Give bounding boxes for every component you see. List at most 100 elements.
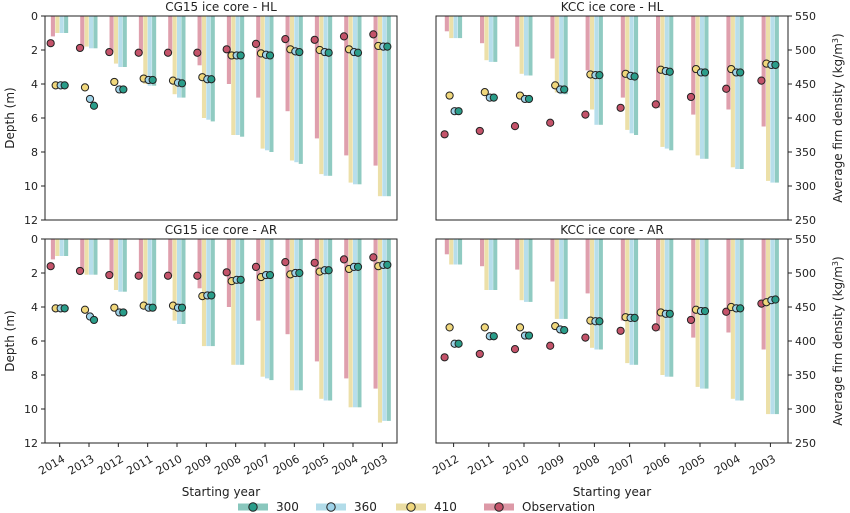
bar-observation-2005 — [314, 16, 319, 139]
year-tick-label: 2006 — [271, 452, 302, 477]
bar-300-2004 — [739, 16, 744, 169]
bar-observation-2009 — [550, 16, 555, 59]
bar-300-2010 — [181, 16, 186, 98]
marker-300-2005 — [700, 306, 710, 316]
year-tick-label: 2011 — [466, 452, 497, 477]
bar-410-2008 — [231, 239, 236, 365]
bar-410-2009 — [554, 239, 559, 319]
marker-observation-2006 — [651, 100, 660, 109]
depth-tick-label: 6 — [31, 112, 38, 125]
bar-300-2010 — [181, 239, 186, 324]
bar-360-2007 — [629, 239, 634, 365]
depth-tick-label: 12 — [24, 214, 38, 227]
bar-360-2012 — [453, 239, 458, 265]
bar-360-2011 — [147, 16, 152, 86]
marker-observation-2007 — [616, 326, 625, 335]
density-tick-label: 450 — [795, 301, 816, 314]
x-axis-label-right: Starting year — [573, 485, 652, 499]
marker-observation-2007 — [251, 262, 261, 271]
legend-label: 360 — [354, 500, 377, 513]
marker-300-2010 — [524, 331, 534, 340]
depth-tick-label: 12 — [24, 437, 38, 450]
marker-300-2011 — [148, 75, 157, 85]
bar-410-2006 — [660, 239, 665, 375]
bar-360-2008 — [235, 16, 240, 135]
density-tick-label: 250 — [795, 214, 816, 227]
legend-item-410: 410 — [396, 500, 457, 513]
bar-410-2003 — [766, 239, 771, 415]
bar-360-2006 — [294, 239, 299, 391]
bar-300-2003 — [386, 16, 391, 197]
bar-360-2005 — [323, 239, 328, 401]
marker-410-2012 — [445, 91, 454, 100]
bar-observation-2012 — [109, 239, 114, 275]
density-tick-label: 400 — [795, 112, 816, 125]
depth-tick-label: 4 — [31, 78, 38, 91]
year-tick-label: 2009 — [183, 452, 214, 477]
bar-410-2008 — [590, 239, 595, 348]
year-tick-label: 2005 — [300, 452, 331, 477]
bar-360-2011 — [147, 239, 152, 307]
marker-observation-2010 — [510, 122, 520, 131]
bar-410-2004 — [730, 16, 735, 168]
year-tick-label: 2007 — [606, 452, 637, 477]
density-tick-label: 400 — [795, 335, 816, 348]
bar-410-2012 — [449, 239, 454, 265]
bar-410-2011 — [484, 16, 489, 61]
depth-tick-label: 10 — [24, 180, 38, 193]
legend-label: Observation — [522, 500, 595, 513]
density-tick-label: 300 — [795, 403, 816, 416]
marker-300-2011 — [148, 303, 157, 312]
bar-410-2011 — [143, 16, 148, 84]
bar-410-2013 — [84, 239, 89, 275]
marker-300-2008 — [236, 275, 245, 284]
depth-tick-label: 6 — [31, 335, 38, 348]
marker-360-2013 — [85, 94, 95, 104]
marker-300-2007 — [630, 313, 639, 322]
marker-observation-2011 — [134, 48, 143, 57]
bar-300-2003 — [774, 239, 779, 415]
bar-360-2004 — [353, 16, 358, 185]
bar-360-2012 — [118, 16, 123, 67]
bar-410-2010 — [519, 239, 524, 301]
marker-300-2012 — [119, 85, 128, 94]
bar-300-2011 — [152, 239, 157, 307]
legend-marker — [494, 502, 504, 512]
marker-300-2008 — [595, 317, 604, 326]
bar-observation-2005 — [691, 239, 696, 338]
marker-observation-2012 — [105, 47, 114, 57]
depth-tick-label: 4 — [31, 301, 38, 314]
marker-observation-2014 — [46, 262, 55, 271]
bar-300-2003 — [774, 16, 779, 183]
bar-360-2008 — [594, 239, 599, 350]
bar-360-2003 — [382, 16, 387, 197]
bar-410-2005 — [319, 239, 324, 399]
marker-observation-2004 — [722, 84, 731, 93]
marker-300-2011 — [489, 93, 498, 102]
bar-300-2007 — [634, 239, 639, 365]
bar-410-2006 — [660, 16, 665, 147]
bar-300-2013 — [93, 16, 98, 49]
bar-410-2003 — [766, 16, 771, 181]
bar-360-2003 — [770, 16, 775, 183]
bar-360-2003 — [770, 239, 775, 415]
bar-410-2006 — [289, 16, 295, 161]
year-tick-label: 2006 — [642, 452, 673, 477]
year-tick-label: 2008 — [571, 452, 602, 477]
year-tick-label: 2010 — [501, 452, 532, 477]
left-depth-axis-label-bottom: Depth (m) — [3, 310, 17, 371]
bar-300-2006 — [669, 239, 674, 377]
bar-360-2006 — [294, 16, 299, 163]
bar-360-2010 — [177, 239, 182, 324]
marker-observation-2005 — [310, 35, 319, 44]
marker-300-2004 — [353, 262, 363, 271]
bar-300-2011 — [493, 239, 498, 290]
bar-360-2011 — [488, 16, 493, 62]
bar-410-2003 — [377, 239, 383, 423]
density-tick-label: 350 — [795, 369, 816, 382]
legend-marker — [406, 502, 416, 512]
marker-300-2011 — [489, 332, 498, 341]
marker-300-2009 — [207, 291, 216, 300]
bar-360-2006 — [664, 239, 669, 377]
marker-410-2011 — [480, 88, 489, 97]
